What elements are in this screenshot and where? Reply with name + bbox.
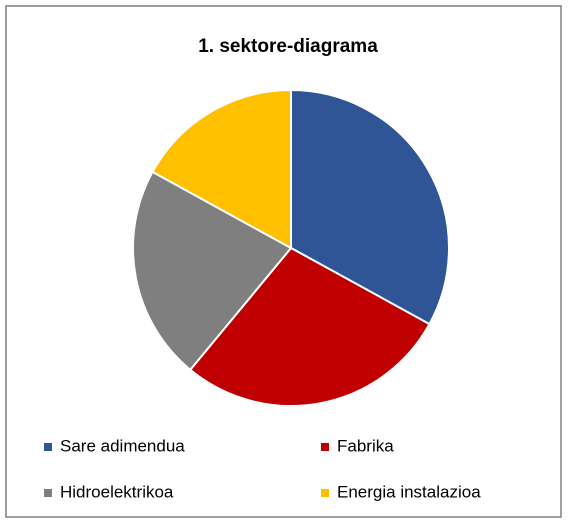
legend-swatch <box>44 443 52 451</box>
pie-slice <box>290 88 450 326</box>
legend-swatch <box>44 489 52 497</box>
chart-title: 1. sektore-diagrama <box>198 36 378 57</box>
legend-label: Sare adimendua <box>60 436 185 455</box>
legend-swatch <box>321 489 329 497</box>
pie-slice <box>188 246 431 407</box>
legend-swatch <box>321 443 329 451</box>
legend-label: Energia instalazioa <box>337 482 481 501</box>
legend-label: Hidroelektrikoa <box>60 482 174 501</box>
pie-slice <box>132 170 293 372</box>
legend-label: Fabrika <box>337 436 394 455</box>
pie-slice <box>151 88 292 250</box>
